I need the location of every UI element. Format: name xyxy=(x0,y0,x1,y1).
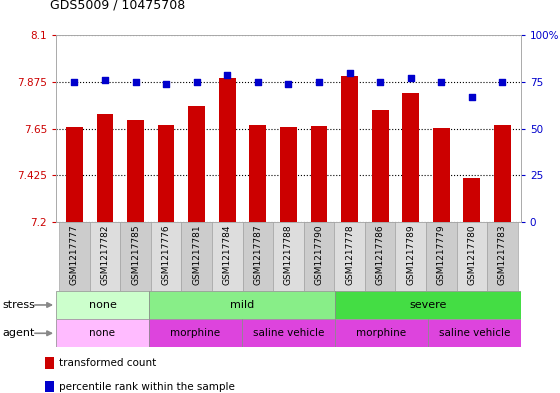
Text: GSM1217779: GSM1217779 xyxy=(437,225,446,285)
Bar xyxy=(242,319,335,347)
Bar xyxy=(45,381,54,392)
Bar xyxy=(280,127,297,222)
Text: none: none xyxy=(88,300,116,310)
Bar xyxy=(311,126,328,222)
Text: GSM1217781: GSM1217781 xyxy=(192,225,201,285)
Text: none: none xyxy=(90,328,115,338)
Bar xyxy=(181,222,212,291)
Point xyxy=(100,77,109,83)
Bar xyxy=(56,319,149,347)
Text: percentile rank within the sample: percentile rank within the sample xyxy=(59,382,235,392)
Bar xyxy=(395,222,426,291)
Bar xyxy=(212,222,242,291)
Bar xyxy=(428,319,521,347)
Bar xyxy=(96,114,113,222)
Bar xyxy=(45,358,54,369)
Text: morphine: morphine xyxy=(170,328,221,338)
Point xyxy=(315,79,324,85)
Bar xyxy=(149,319,242,347)
Text: GSM1217788: GSM1217788 xyxy=(284,225,293,285)
Text: mild: mild xyxy=(230,300,254,310)
Point xyxy=(253,79,262,85)
Text: GSM1217790: GSM1217790 xyxy=(315,225,324,285)
Point xyxy=(131,79,140,85)
Bar xyxy=(456,222,487,291)
Bar xyxy=(219,78,236,222)
Text: saline vehicle: saline vehicle xyxy=(438,328,510,338)
Text: GSM1217782: GSM1217782 xyxy=(100,225,109,285)
Bar xyxy=(90,222,120,291)
Bar xyxy=(426,222,456,291)
Bar xyxy=(433,128,450,222)
Bar xyxy=(188,106,205,222)
Text: saline vehicle: saline vehicle xyxy=(253,328,324,338)
Bar xyxy=(127,120,144,222)
Point xyxy=(223,72,232,78)
Bar xyxy=(273,222,304,291)
Bar xyxy=(249,125,266,222)
Bar xyxy=(335,291,521,319)
Point xyxy=(498,79,507,85)
Text: morphine: morphine xyxy=(356,328,407,338)
Bar xyxy=(464,178,480,222)
Text: GSM1217776: GSM1217776 xyxy=(162,225,171,285)
Bar xyxy=(335,319,428,347)
Text: severe: severe xyxy=(409,300,446,310)
Bar xyxy=(158,125,175,222)
Text: GDS5009 / 10475708: GDS5009 / 10475708 xyxy=(50,0,186,12)
Bar xyxy=(149,291,335,319)
Bar xyxy=(365,222,395,291)
Bar xyxy=(494,125,511,222)
Point xyxy=(468,94,477,100)
Bar xyxy=(334,222,365,291)
Text: agent: agent xyxy=(3,328,35,338)
Bar xyxy=(151,222,181,291)
Text: GSM1217778: GSM1217778 xyxy=(345,225,354,285)
Bar xyxy=(59,222,90,291)
Bar xyxy=(372,110,389,222)
Point xyxy=(406,75,415,81)
Bar xyxy=(56,291,149,319)
Bar xyxy=(341,76,358,222)
Point xyxy=(192,79,201,85)
Point xyxy=(162,81,171,87)
Bar xyxy=(487,222,518,291)
Text: GSM1217777: GSM1217777 xyxy=(70,225,79,285)
Bar xyxy=(242,222,273,291)
Point xyxy=(345,70,354,76)
Text: stress: stress xyxy=(3,300,36,310)
Text: GSM1217785: GSM1217785 xyxy=(131,225,140,285)
Text: transformed count: transformed count xyxy=(59,358,157,368)
Text: GSM1217784: GSM1217784 xyxy=(223,225,232,285)
Bar xyxy=(402,94,419,222)
Text: GSM1217780: GSM1217780 xyxy=(468,225,477,285)
Bar xyxy=(66,127,83,222)
Bar xyxy=(304,222,334,291)
Point xyxy=(437,79,446,85)
Text: GSM1217786: GSM1217786 xyxy=(376,225,385,285)
Text: GSM1217783: GSM1217783 xyxy=(498,225,507,285)
Text: GSM1217787: GSM1217787 xyxy=(253,225,262,285)
Point xyxy=(70,79,79,85)
Text: GSM1217789: GSM1217789 xyxy=(406,225,415,285)
Bar xyxy=(120,222,151,291)
Point xyxy=(376,79,385,85)
Point xyxy=(284,81,293,87)
